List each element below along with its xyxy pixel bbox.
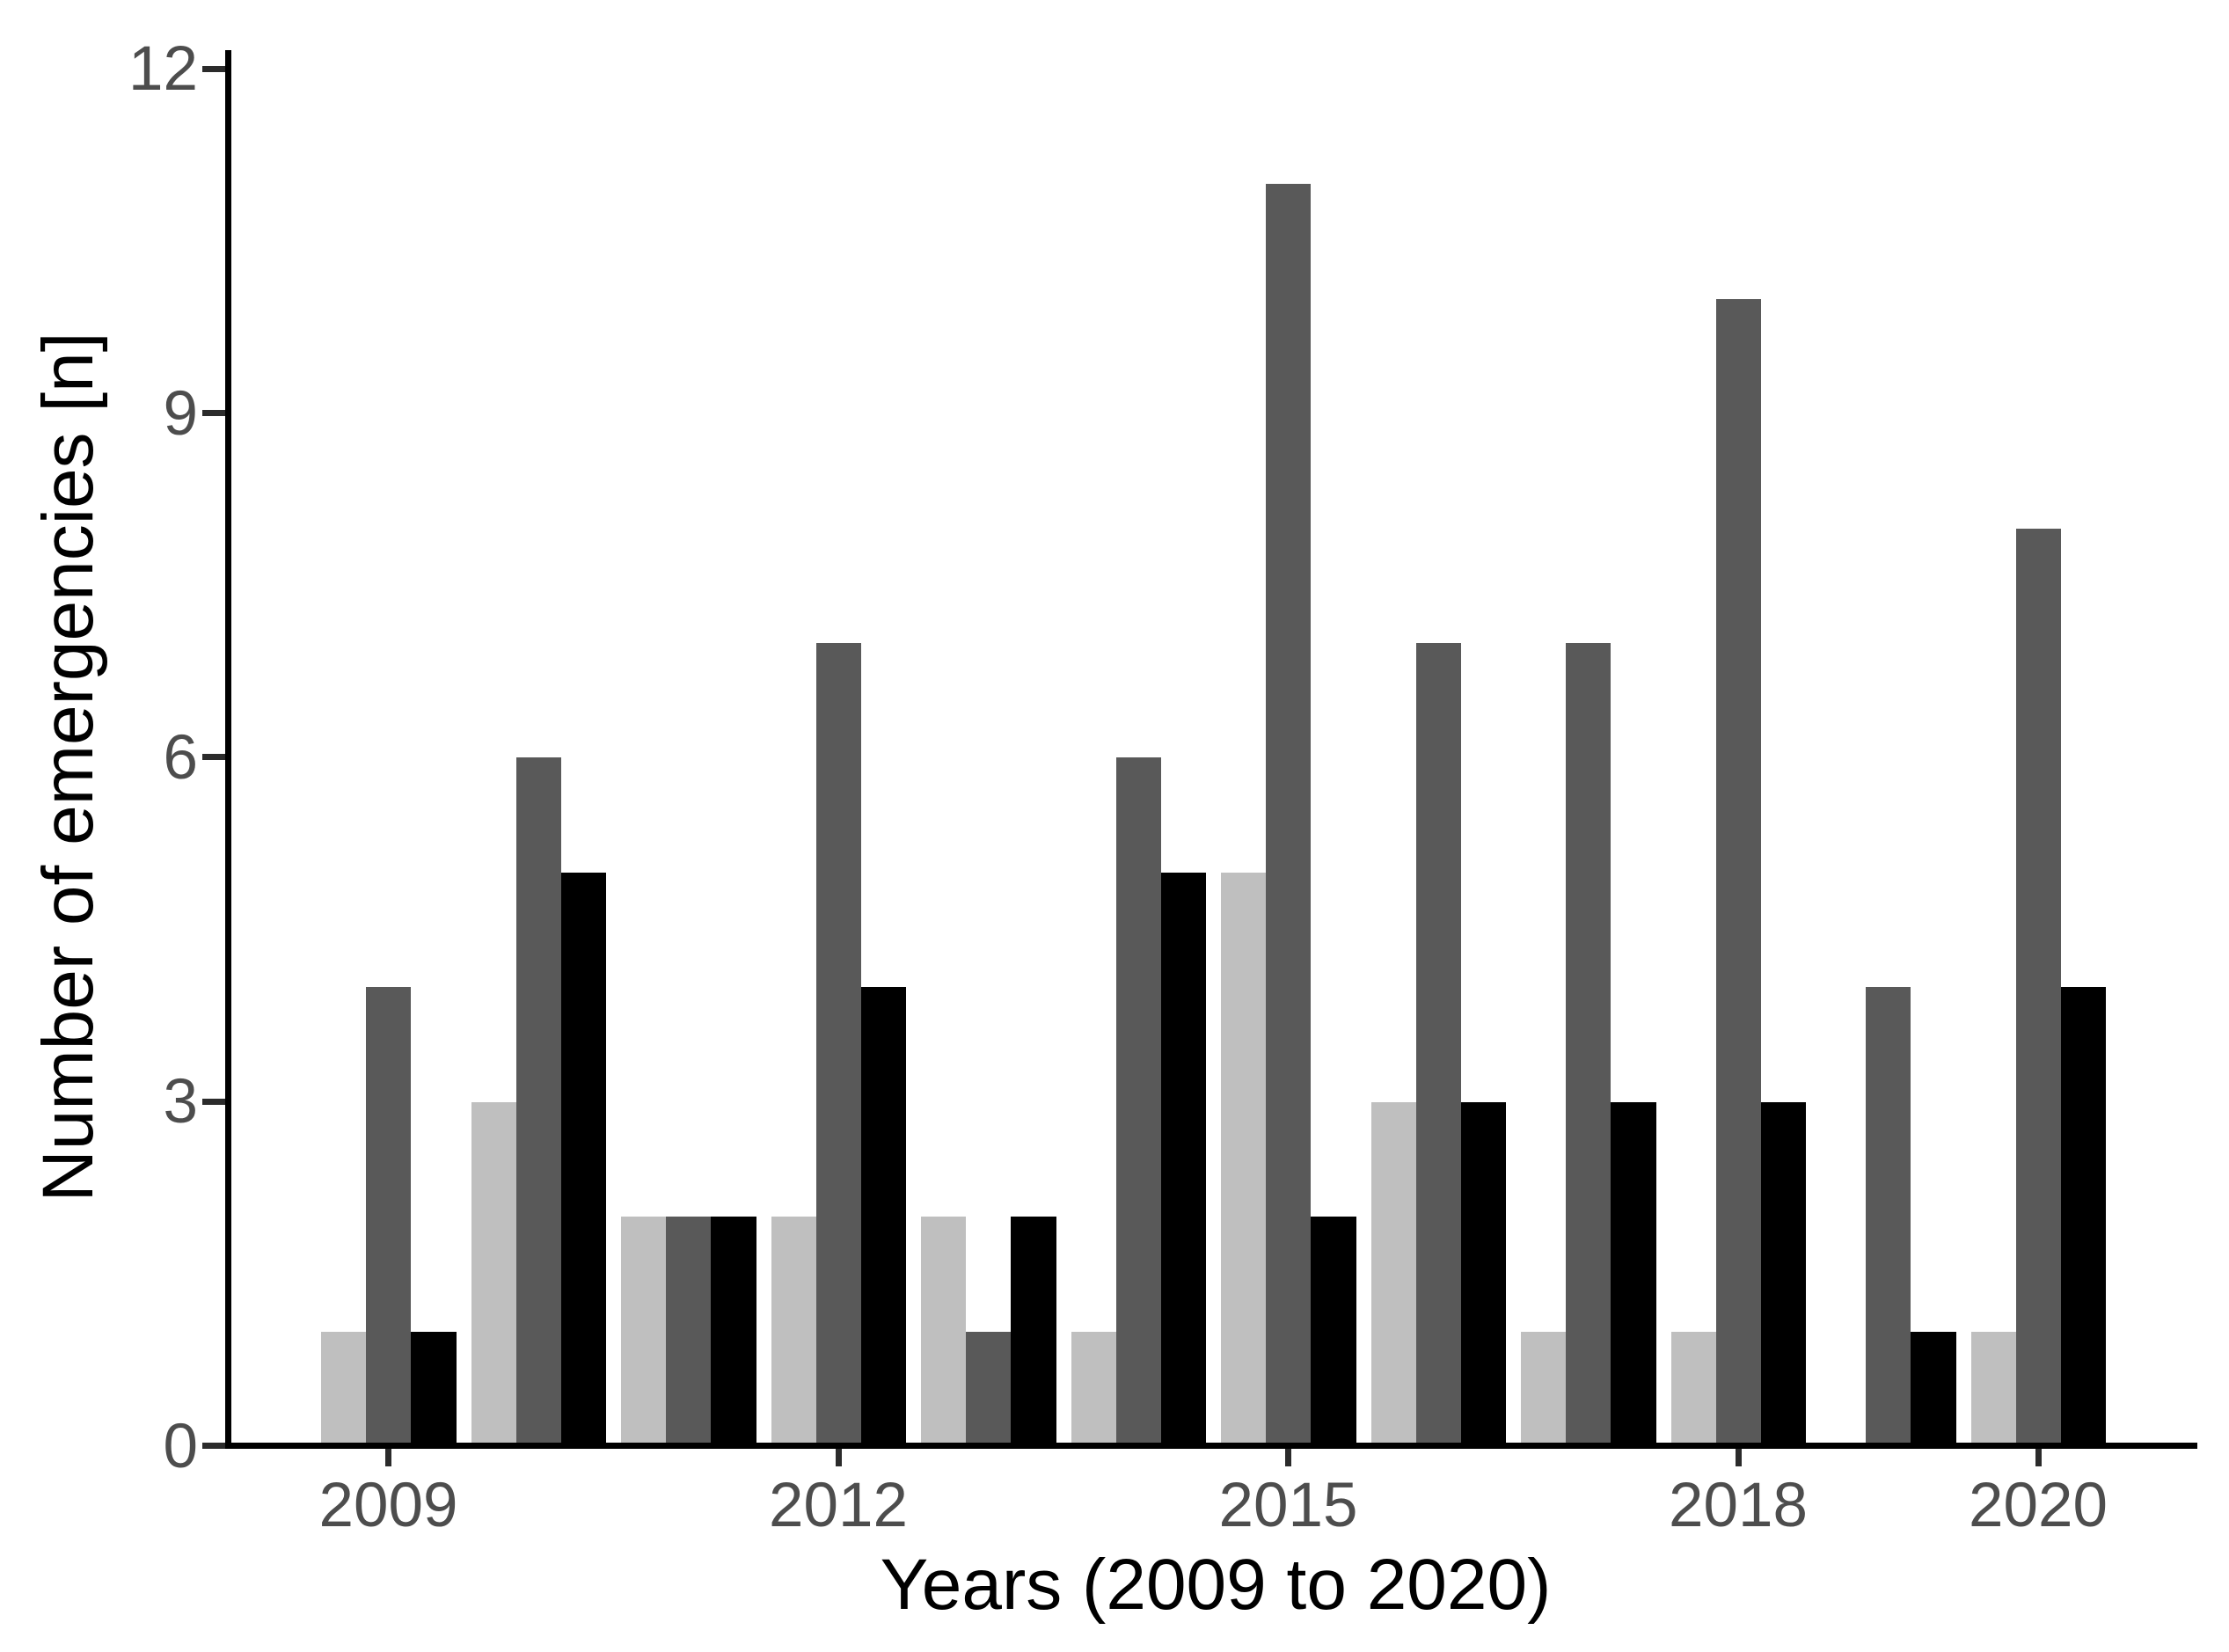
y-tick-label: 0 — [163, 1411, 199, 1481]
bar-dark-grey-2019 — [1866, 987, 1911, 1446]
bar-light-grey-2017 — [1521, 1331, 1567, 1446]
y-tick — [202, 1443, 225, 1449]
y-tick — [202, 65, 225, 72]
bar-black-2017 — [1611, 1101, 1656, 1446]
x-axis-line — [225, 1443, 2197, 1449]
bar-light-grey-2011 — [621, 1217, 667, 1446]
bar-black-2014 — [1160, 872, 1207, 1446]
bar-dark-grey-2013 — [966, 1331, 1012, 1446]
y-tick-label: 6 — [163, 722, 199, 793]
y-axis-title: Number of emergencies [n] — [28, 332, 108, 1202]
bar-dark-grey-2009 — [366, 987, 412, 1446]
bar-dark-grey-2012 — [815, 643, 861, 1446]
x-tick-label: 2020 — [1969, 1471, 2108, 1540]
bar-dark-grey-2016 — [1415, 643, 1461, 1446]
x-tick — [835, 1449, 842, 1466]
bar-dark-grey-2018 — [1715, 298, 1761, 1446]
bar-black-2020 — [2060, 987, 2107, 1446]
bar-dark-grey-2017 — [1566, 643, 1611, 1446]
bar-light-grey-2015 — [1221, 872, 1267, 1446]
x-tick — [2035, 1449, 2042, 1466]
bar-light-grey-2016 — [1370, 1101, 1416, 1446]
y-tick-label: 12 — [128, 34, 198, 105]
y-tick — [202, 1098, 225, 1105]
bar-black-2015 — [1311, 1217, 1356, 1446]
bar-black-2012 — [860, 987, 907, 1446]
bar-dark-grey-2011 — [666, 1217, 712, 1446]
bar-black-2009 — [411, 1331, 457, 1446]
y-tick-label: 9 — [163, 378, 199, 449]
bar-black-2019 — [1911, 1331, 1956, 1446]
y-tick — [202, 410, 225, 417]
x-axis-title: Years (2009 to 2020) — [880, 1545, 1552, 1625]
bar-black-2016 — [1460, 1101, 1507, 1446]
bar-black-2011 — [711, 1217, 756, 1446]
bar-dark-grey-2014 — [1115, 757, 1161, 1446]
bar-light-grey-2020 — [1970, 1331, 2016, 1446]
x-tick — [1735, 1449, 1742, 1466]
bar-black-2010 — [560, 872, 607, 1446]
bar-light-grey-2009 — [321, 1331, 367, 1446]
bar-dark-grey-2010 — [515, 757, 561, 1446]
bar-light-grey-2014 — [1071, 1331, 1116, 1446]
x-tick-label: 2015 — [1218, 1471, 1358, 1540]
x-tick-label: 2018 — [1669, 1471, 1808, 1540]
x-tick — [385, 1449, 391, 1466]
bar-light-grey-2010 — [471, 1101, 516, 1446]
y-axis-line — [225, 50, 231, 1449]
bar-dark-grey-2015 — [1266, 184, 1312, 1446]
bar-light-grey-2018 — [1670, 1331, 1716, 1446]
x-tick-label: 2009 — [318, 1471, 458, 1540]
bar-light-grey-2012 — [771, 1217, 816, 1446]
x-tick-label: 2012 — [769, 1471, 908, 1540]
bar-light-grey-2013 — [921, 1217, 967, 1446]
y-tick-label: 3 — [163, 1067, 199, 1137]
bar-dark-grey-2020 — [2015, 528, 2061, 1446]
y-tick — [202, 754, 225, 761]
x-tick — [1285, 1449, 1291, 1466]
bar-black-2018 — [1760, 1101, 1807, 1446]
bar-black-2013 — [1011, 1217, 1056, 1446]
